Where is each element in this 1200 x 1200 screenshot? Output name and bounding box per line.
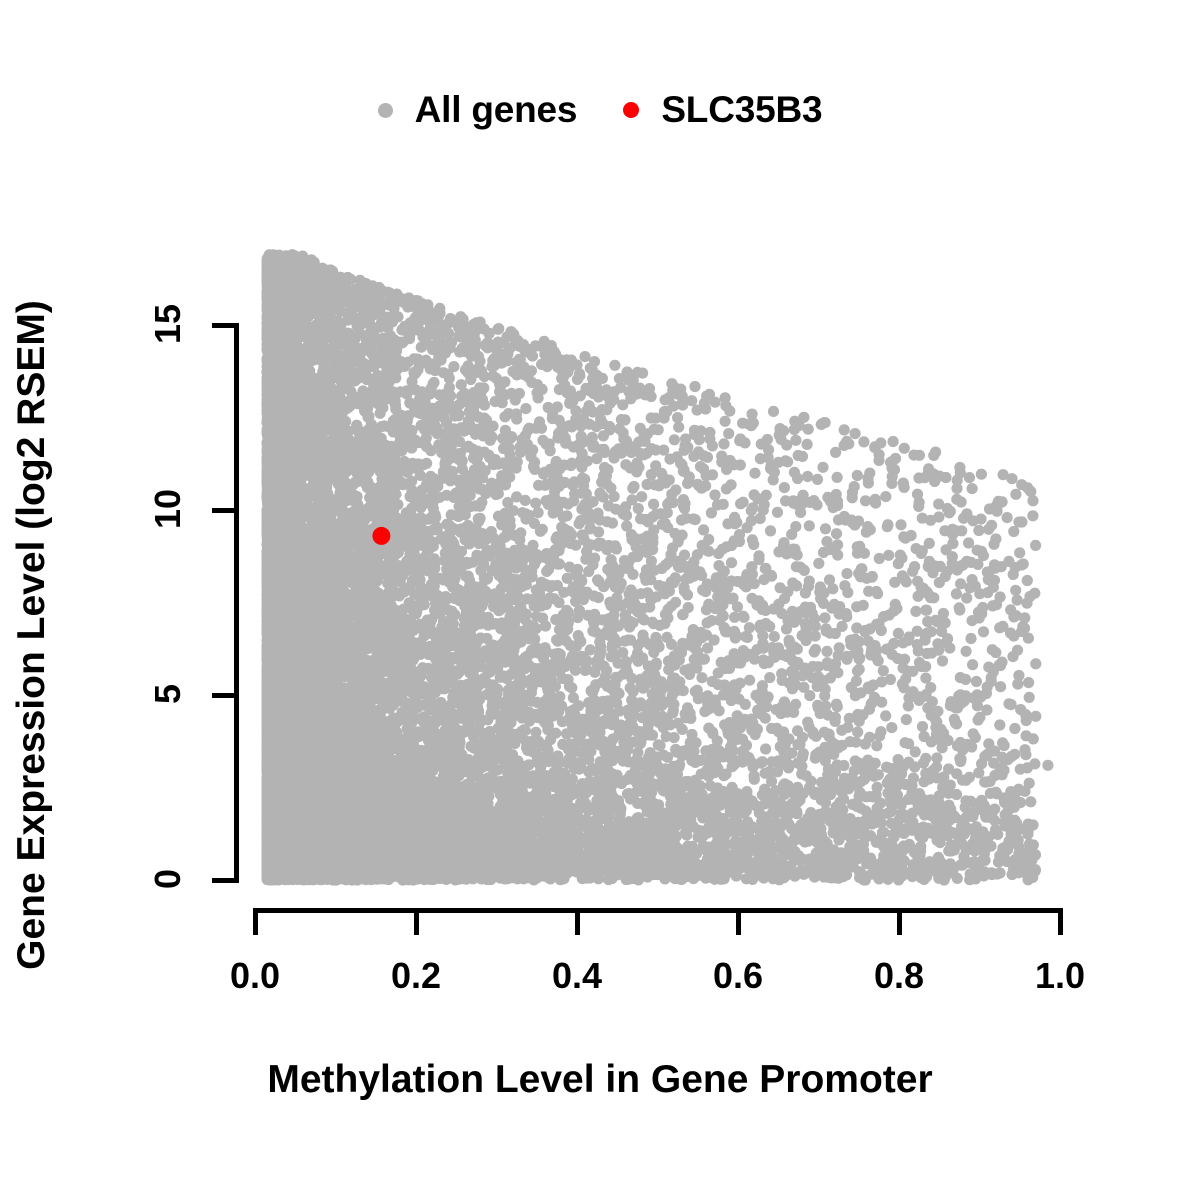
y-axis-line xyxy=(234,325,239,883)
y-axis-tick-label: 15 xyxy=(147,303,188,345)
x-axis-tick-label: 0.6 xyxy=(712,955,764,996)
y-axis-tick-label: 10 xyxy=(147,488,188,530)
x-axis-tick xyxy=(736,908,741,935)
highlighted-point-slc35b3[interactable] xyxy=(372,526,391,545)
x-axis-line xyxy=(255,908,1061,913)
legend-marker-red-circle-icon xyxy=(623,102,640,118)
x-axis-tick-label: 1.0 xyxy=(1034,955,1086,996)
legend-label-all-genes: All genes xyxy=(414,89,578,130)
y-axis-tick xyxy=(212,508,239,513)
x-axis-tick xyxy=(1058,908,1063,935)
y-axis-tick-label: 5 xyxy=(147,683,188,705)
legend-item-slc35b3: SLC35B3 xyxy=(623,89,823,131)
scatter-points-layer xyxy=(261,249,1054,886)
x-axis-tick xyxy=(575,908,580,935)
x-axis-tick-label: 0.8 xyxy=(873,955,925,996)
x-axis-tick xyxy=(897,908,902,935)
legend-item-all-genes: All genes xyxy=(377,89,578,131)
x-axis-tick-label: 0.2 xyxy=(390,955,442,996)
x-axis-tick-label: 0.0 xyxy=(229,955,281,996)
chart-legend: All genes SLC35B3 xyxy=(0,78,1200,142)
x-axis-tick xyxy=(414,908,419,935)
x-axis-tick xyxy=(253,908,258,935)
x-axis-title: Methylation Level in Gene Promoter xyxy=(267,1058,933,1101)
plot-area xyxy=(255,235,1060,895)
y-axis-tick-label: 0 xyxy=(147,868,188,890)
y-axis-tick xyxy=(212,878,239,883)
legend-marker-gray-circle-icon xyxy=(377,102,393,118)
y-axis-tick xyxy=(212,323,239,328)
y-axis-tick xyxy=(212,693,239,698)
legend-label-slc35b3: SLC35B3 xyxy=(661,89,823,130)
x-axis-tick-label: 0.4 xyxy=(551,955,603,996)
y-axis-title: Gene Expression Level (log2 RSEM) xyxy=(10,300,53,970)
